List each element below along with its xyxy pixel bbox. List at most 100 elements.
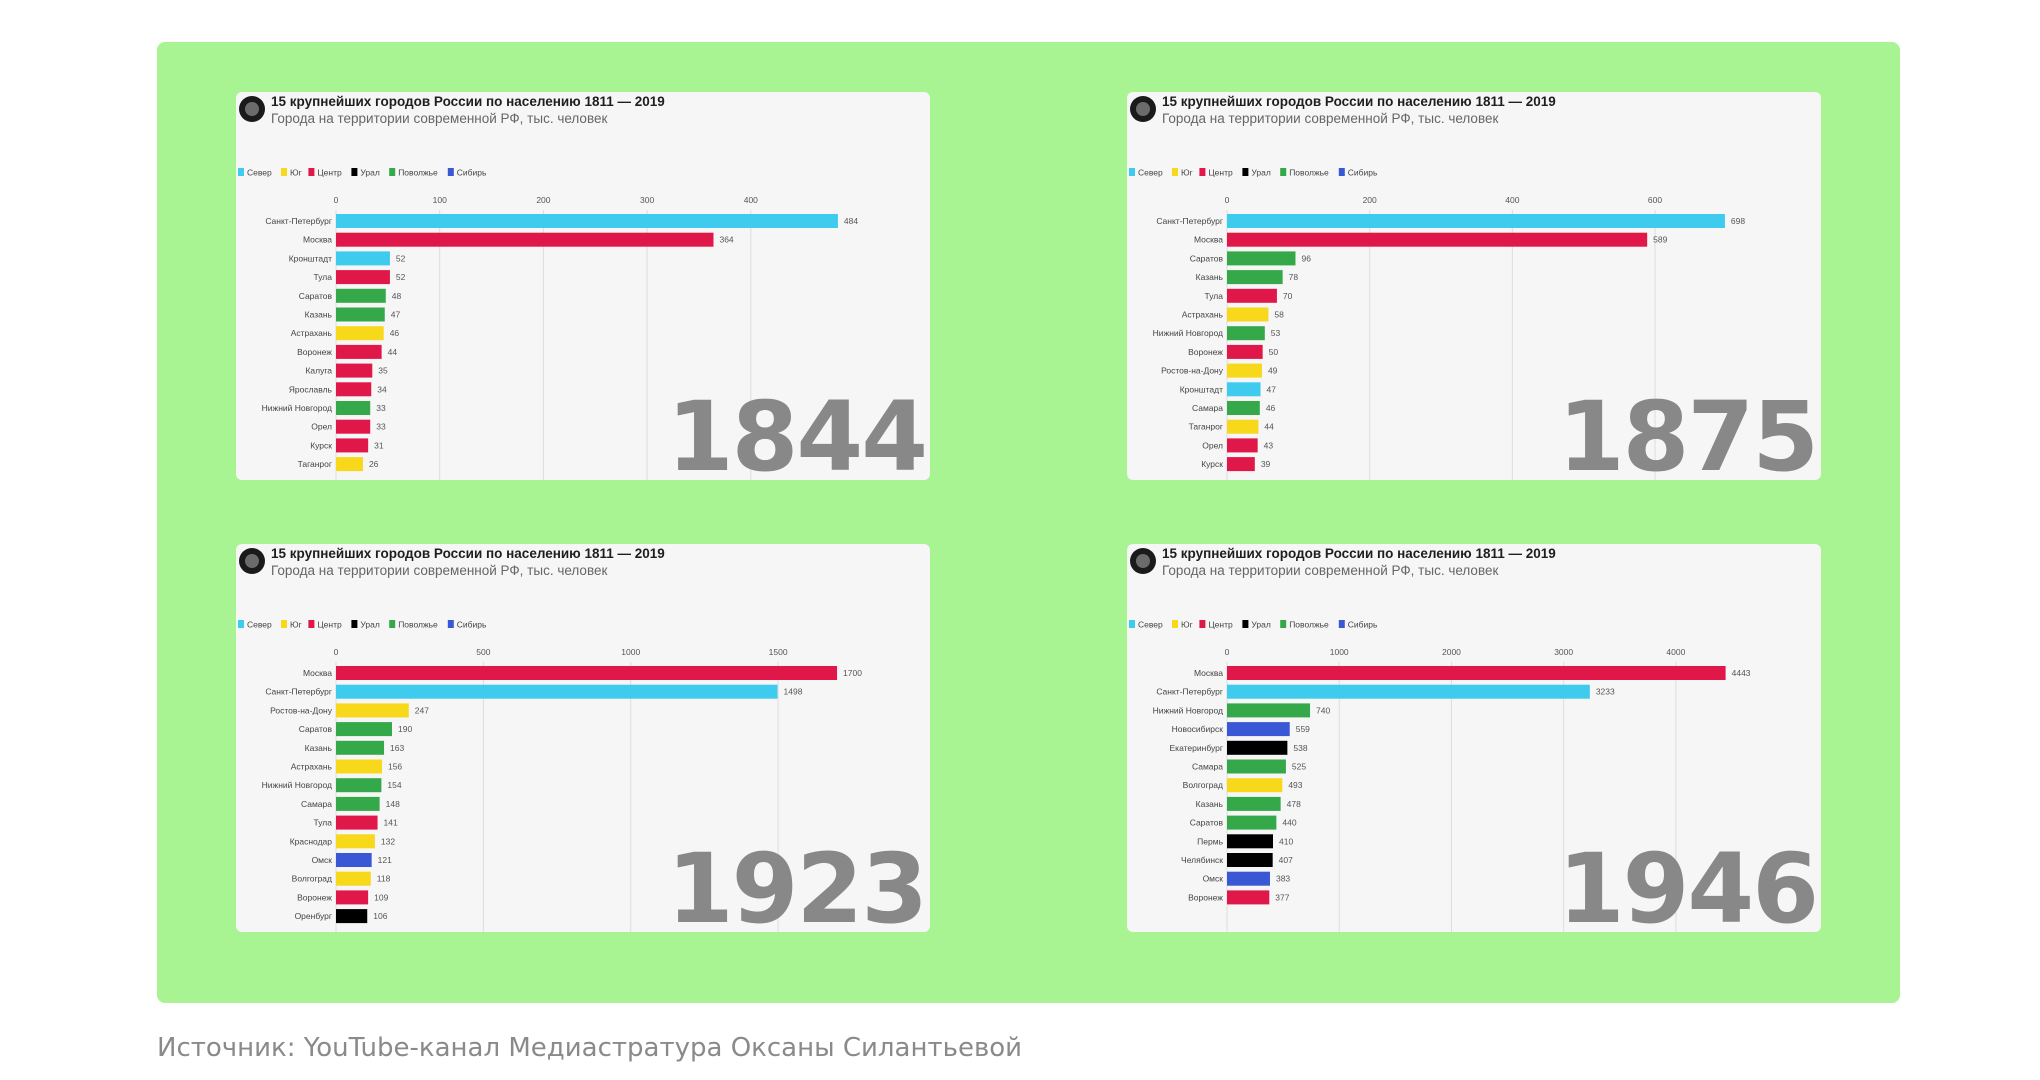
legend-swatch [238, 168, 244, 176]
category-label: Омск [312, 855, 333, 865]
chart-card-1946: 15 крупнейших городов России по населени… [1127, 544, 1821, 932]
year-label: 1844 [667, 381, 926, 480]
category-label: Ростов-на-Дону [270, 705, 333, 715]
chart-card-1844: 15 крупнейших городов России по населени… [236, 92, 930, 480]
category-label: Тула [1205, 291, 1224, 301]
chart-title: 15 крупнейших городов России по населени… [271, 94, 665, 109]
x-tick-label: 0 [1225, 195, 1230, 205]
bar [336, 722, 392, 737]
category-label: Санкт-Петербург [1156, 687, 1223, 697]
value-label: 26 [369, 459, 379, 469]
legend-swatch [447, 620, 454, 628]
value-label: 33 [376, 403, 386, 413]
bar [336, 438, 369, 453]
category-label: Ярославль [289, 384, 333, 394]
legend-label: Поволжье [1289, 168, 1329, 178]
x-tick-label: 200 [1363, 195, 1377, 205]
value-label: 31 [374, 440, 384, 450]
category-label: Санкт-Петербург [265, 216, 332, 226]
bar-chart-1923: 15 крупнейших городов России по населени… [238, 546, 928, 932]
value-label: 132 [381, 836, 395, 846]
value-label: 1498 [784, 687, 803, 697]
category-label: Казань [305, 743, 333, 753]
x-tick-label: 4000 [1666, 647, 1685, 657]
bar [1227, 871, 1270, 886]
value-label: 478 [1287, 799, 1301, 809]
bar [336, 759, 382, 774]
bar [336, 740, 385, 755]
chart-subtitle: Города на территории современной РФ, тыс… [271, 111, 607, 126]
legend-swatch [1172, 168, 1178, 176]
logo-inner [1136, 102, 1150, 116]
legend-swatch [351, 620, 358, 628]
category-label: Орел [311, 422, 332, 432]
x-tick-label: 1000 [1330, 647, 1349, 657]
value-label: 49 [1268, 366, 1278, 376]
legend-label: Север [247, 168, 272, 178]
bar [1227, 419, 1259, 434]
legend-label: Урал [360, 168, 379, 178]
bar [336, 419, 371, 434]
legend-label: Север [247, 620, 272, 630]
legend-swatch [1338, 620, 1345, 628]
legend-label: Поволжье [398, 620, 438, 630]
bar [1227, 703, 1311, 718]
value-label: 48 [392, 291, 402, 301]
bar [336, 796, 380, 811]
bar [1227, 307, 1269, 322]
value-label: 47 [391, 310, 401, 320]
legend-label: Юг [290, 620, 302, 630]
legend-label: Центр [1208, 168, 1233, 178]
category-label: Оренбург [295, 911, 332, 921]
value-label: 46 [390, 328, 400, 338]
value-label: 148 [386, 799, 400, 809]
value-label: 34 [377, 384, 387, 394]
value-label: 3233 [1596, 687, 1615, 697]
value-label: 154 [387, 780, 401, 790]
value-label: 44 [1264, 422, 1274, 432]
category-label: Воронеж [1188, 347, 1223, 357]
category-label: Москва [303, 235, 332, 245]
category-label: Нижний Новгород [1153, 328, 1223, 338]
legend-label: Центр [317, 620, 342, 630]
value-label: 538 [1293, 743, 1307, 753]
chart-card-1875: 15 крупнейших городов России по населени… [1127, 92, 1821, 480]
bar [1227, 815, 1277, 830]
bar [1227, 251, 1296, 266]
bar [1227, 382, 1261, 397]
value-label: 44 [388, 347, 398, 357]
legend-swatch [281, 168, 287, 176]
bar [336, 703, 409, 718]
legend-label: Поволжье [1289, 620, 1329, 630]
category-label: Волгоград [1183, 780, 1223, 790]
category-label: Казань [1196, 272, 1224, 282]
value-label: 190 [398, 724, 412, 734]
logo-inner [245, 554, 259, 568]
bar [1227, 684, 1590, 699]
legend-label: Сибирь [457, 620, 487, 630]
bar [336, 288, 386, 303]
legend-label: Сибирь [1348, 620, 1378, 630]
value-label: 407 [1279, 855, 1293, 865]
category-label: Новосибирск [1172, 724, 1224, 734]
value-label: 109 [374, 892, 388, 902]
x-tick-label: 400 [744, 195, 758, 205]
category-label: Пермь [1197, 836, 1223, 846]
bar [336, 457, 363, 472]
bar [336, 853, 372, 867]
value-label: 559 [1296, 724, 1310, 734]
value-label: 43 [1264, 440, 1274, 450]
category-label: Нижний Новгород [262, 780, 332, 790]
bar [336, 890, 369, 905]
value-label: 698 [1731, 216, 1745, 226]
bar [336, 382, 372, 397]
bar [336, 815, 378, 830]
charts-panel: 15 крупнейших городов России по населени… [157, 42, 1900, 1003]
category-label: Омск [1203, 874, 1224, 884]
category-label: Самара [301, 799, 332, 809]
legend-swatch [308, 168, 315, 176]
bar [1227, 666, 1726, 680]
bar [336, 684, 778, 699]
legend-label: Урал [1251, 620, 1270, 630]
legend-label: Урал [1251, 168, 1270, 178]
